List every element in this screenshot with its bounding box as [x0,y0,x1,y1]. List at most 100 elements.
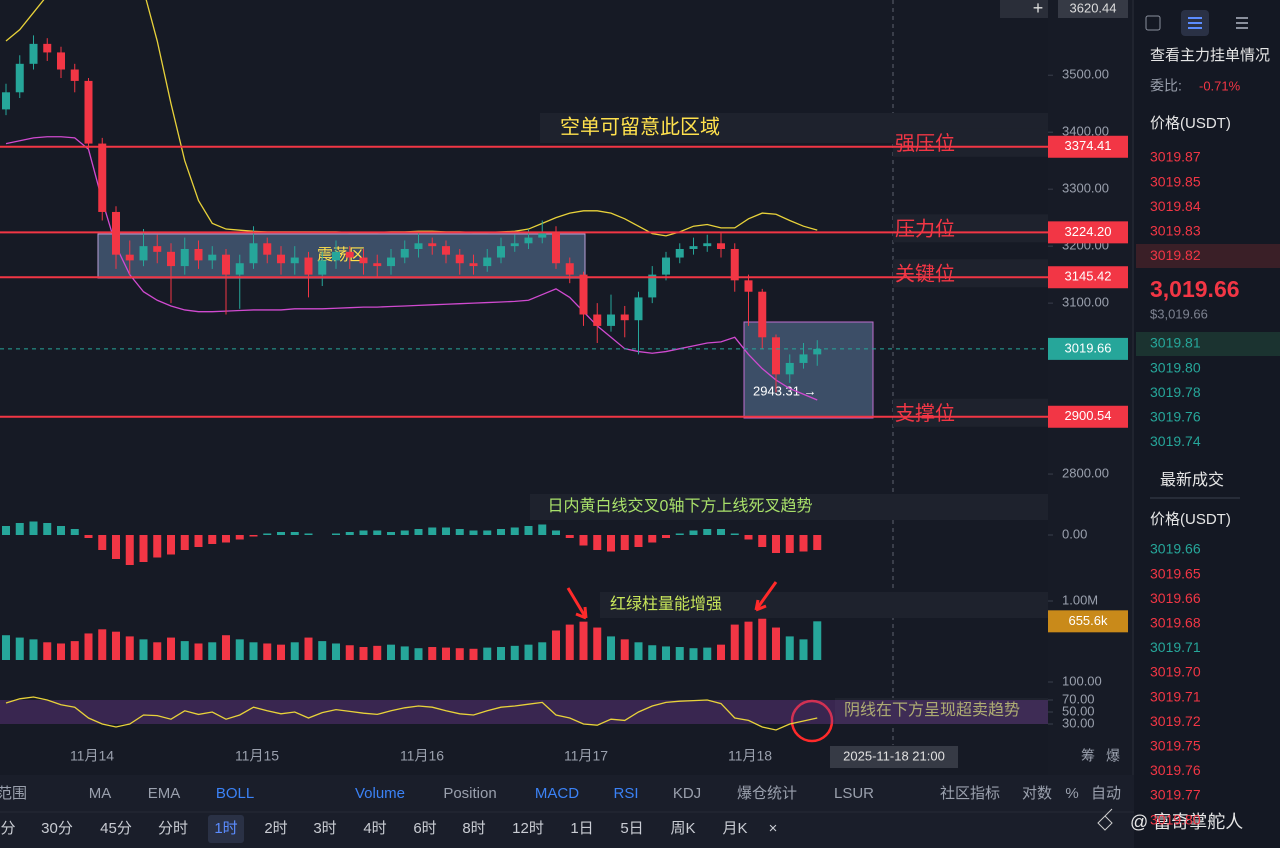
book-title[interactable]: 查看主力挂单情况 [1150,47,1270,64]
x-tick-label: 11月16 [400,748,444,764]
note-macd: 日内黄白线交叉0轴下方上线死叉趋势 [548,497,813,515]
toolbar-button[interactable]: BOLL [216,785,254,802]
toolbar-button[interactable]: 2时 [264,820,287,837]
y-tick-label: 2800.00 [1062,465,1109,480]
crosshair-price: 3620.44 [1070,0,1117,15]
crosshair-button[interactable] [1000,0,1048,18]
order-book-bg [1134,0,1280,848]
trades-tab[interactable]: 最新成交 [1160,471,1224,489]
toolbar-button[interactable]: Volume [355,785,405,802]
bid-price: 3019.81 [1150,335,1201,351]
toolbar-button[interactable]: 范围 [0,785,27,802]
note-rsi: 阴线在下方呈现超卖趋势 [844,701,1020,719]
volume-bar [689,648,698,660]
last-price: 3,019.66 [1150,276,1240,302]
toolbar-button[interactable]: 自动 [1091,785,1121,802]
toolbar-button[interactable]: 爆仓统计 [737,785,797,802]
crosshair-price-bg [1058,0,1128,18]
y-tick-label: 1.00M [1062,592,1098,607]
macd-bar [730,533,739,535]
macd-bar [139,535,148,562]
toolbar-button[interactable]: KDJ [673,785,701,802]
macd-bar [414,529,423,535]
macd-bar [524,526,533,535]
toolbar-button[interactable]: 分 [0,820,15,837]
toolbar-button[interactable]: Position [443,785,496,802]
macd-bar [469,530,478,535]
y-tick-label: 70.00 [1062,691,1095,706]
volume-bar [772,627,780,660]
volume-bar [607,636,615,660]
toolbar-button[interactable]: 6时 [413,820,436,837]
toolbar-button[interactable]: 分时 [158,820,188,837]
macd-bar [675,533,684,535]
macd-bar [607,535,615,552]
volume-bar [442,647,450,660]
volume-bar [180,641,189,660]
plus-icon[interactable]: + [1033,0,1044,18]
level-label: 3145.42 [1065,269,1112,284]
macd-bar [180,535,189,550]
toolbar-button[interactable]: 月K [722,820,747,837]
toolbar-button[interactable]: MACD [535,785,579,802]
candle-body [57,52,65,70]
volume-bar [620,639,629,660]
macd-bar [153,535,162,558]
macd-bar [222,535,230,543]
toolbar-button[interactable]: RSI [613,785,638,802]
macd-bar [167,535,175,555]
trade-price: 3019.80 [1150,811,1201,827]
toolbar-button[interactable]: 8时 [462,820,485,837]
y-tick-label: 100.00 [1062,673,1102,688]
toolbar-button[interactable]: MA [89,785,112,802]
macd-bar [194,535,203,547]
volume-bar [524,644,533,660]
candle-body [84,80,93,144]
toolbar-button[interactable]: 社区指标 [940,785,1000,802]
x-tick-label: 11月15 [235,748,279,764]
toolbar-button[interactable]: EMA [148,785,181,802]
macd-bar [98,535,107,550]
watermark: @ 富奇掌舵人 [1130,812,1243,832]
toolbar-button[interactable]: 对数 [1022,785,1052,802]
volume-bar [593,627,602,660]
macd-bar [717,529,725,535]
level-name: 压力位 [895,218,955,241]
volume-bar [70,641,79,660]
macd-bar [387,532,395,535]
axis-button[interactable]: 筹 [1081,748,1095,764]
y-tick-label: 3400.00 [1062,124,1109,139]
toolbar-button[interactable]: 30分 [41,820,73,837]
book-icon[interactable] [1145,15,1161,31]
bid-price: 3019.76 [1150,409,1201,425]
toolbar-button[interactable]: 1日 [570,820,593,837]
level-label-bg [1048,405,1128,428]
toolbar-button[interactable]: LSUR [834,785,874,802]
toolbar-button[interactable]: 4时 [363,820,386,837]
macd-bar [70,529,79,535]
macd-bar [552,530,560,535]
candle-body [290,257,299,264]
volume-bar [675,647,684,660]
volume-bar [565,624,574,660]
macd-bar [57,526,65,535]
candle-body [483,257,492,267]
trade-price: 3019.70 [1150,664,1201,680]
toolbar-button[interactable]: 3时 [313,820,336,837]
toolbar-button[interactable]: 12时 [512,820,544,837]
toolbar-button[interactable]: 1时 [214,820,237,837]
candle-body [304,257,313,275]
toolbar-button[interactable]: 45分 [100,820,132,837]
current-price-bg [1048,337,1128,360]
volume-bar [222,635,230,660]
book-icon-lines[interactable] [1236,17,1248,29]
candle-body [208,254,217,261]
note-volume: 红绿柱量能增强 [610,595,722,613]
axis-button[interactable]: 爆 [1106,748,1120,764]
candle-body [497,246,505,258]
toolbar-button[interactable]: % [1065,785,1078,802]
toolbar-button[interactable]: × [769,820,778,837]
toolbar-button[interactable]: 5日 [620,820,643,837]
toolbar-button[interactable]: 周K [670,820,695,837]
volume-last-label: 655.6k [1068,613,1108,628]
